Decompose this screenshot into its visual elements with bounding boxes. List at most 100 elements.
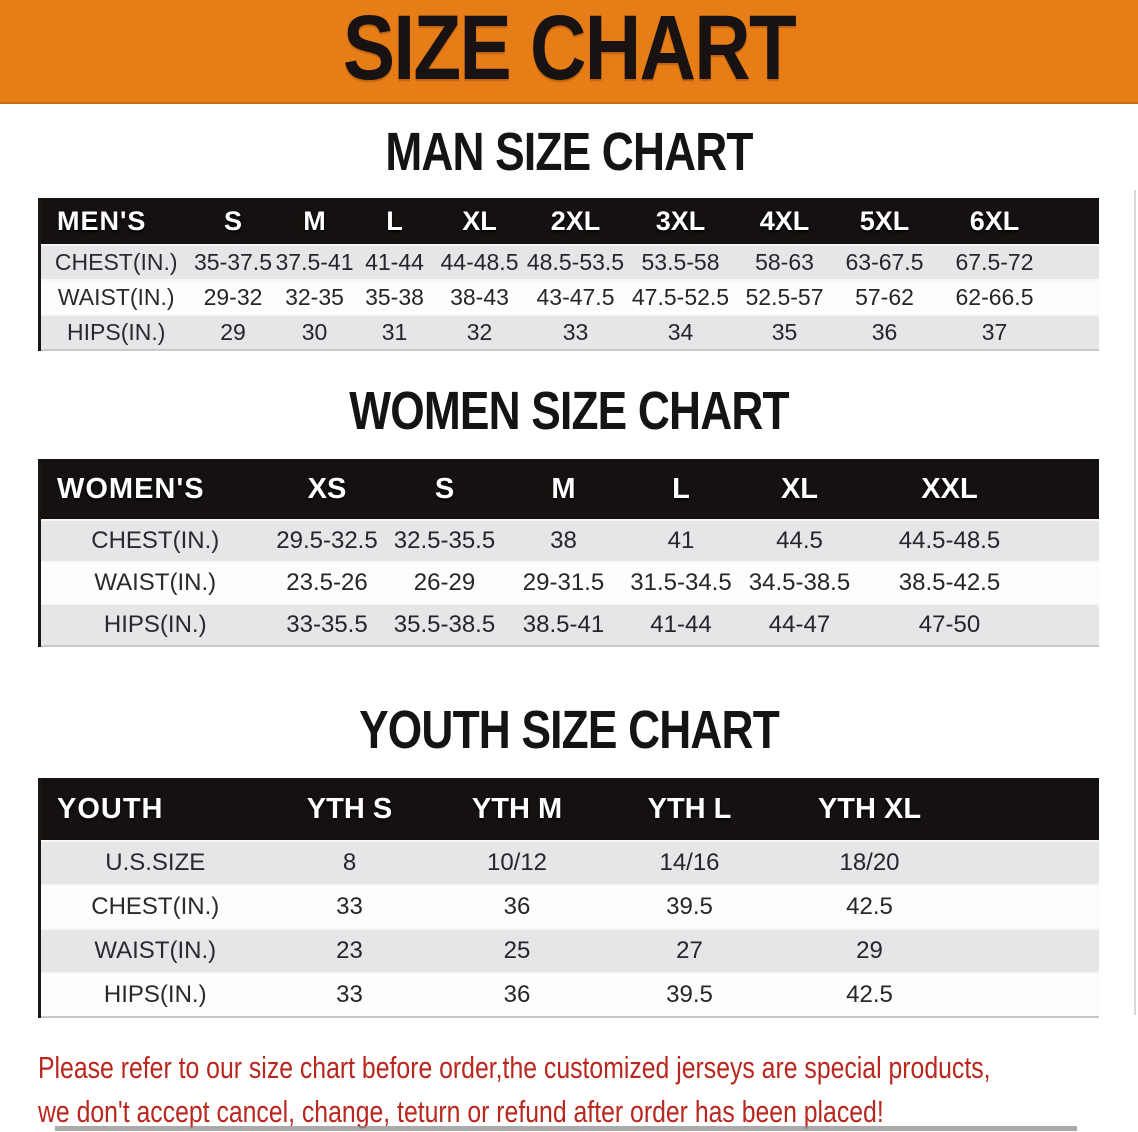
size-value-cell: 35.5-38.5	[384, 603, 505, 646]
row-spacer	[964, 972, 1099, 1017]
size-column-header: YTH S	[306, 792, 393, 825]
size-value-cell: 29	[191, 314, 275, 350]
size-value-cell: 38-43	[434, 279, 525, 315]
table-row: HIPS(IN.) 29 30 31 32 33 34 35 36 37	[39, 314, 1099, 350]
row-label: CHEST(IN.)	[39, 884, 270, 929]
size-value-cell: 31	[354, 314, 435, 350]
size-table: WOMEN'S XS S M L XL XXL CHEST(IN.) 29.5-32.5 32.5…	[38, 459, 1099, 647]
size-value-cell: 32	[434, 314, 525, 350]
size-value-cell: 33	[524, 314, 627, 350]
size-value-cell: 37.5-41	[274, 244, 355, 280]
size-value-cell: 57-62	[834, 279, 935, 315]
size-column-header: YTH XL	[817, 792, 922, 825]
row-spacer	[964, 928, 1099, 973]
row-label: WAIST(IN.)	[39, 561, 270, 604]
row-spacer	[1039, 519, 1099, 562]
size-value-cell: 29-32	[191, 279, 275, 315]
row-label: WAIST(IN.)	[39, 928, 270, 973]
size-column-header: M	[303, 205, 326, 236]
men-section-title: MAN SIZE CHART	[0, 124, 1138, 180]
size-value-cell: 14/16	[604, 840, 775, 885]
table-row: WAIST(IN.) 29-32 32-35 35-38 38-43 43-47.5 47.…	[39, 279, 1099, 315]
row-label: CHEST(IN.)	[39, 519, 270, 562]
size-value-cell: 35-38	[354, 279, 435, 315]
table-row: CHEST(IN.) 33 36 39.5 42.5	[39, 884, 1099, 929]
size-value-cell: 44-47	[739, 603, 860, 646]
notice-line-1: Please refer to our size chart before or…	[38, 1050, 991, 1085]
size-value-cell: 53.5-58	[626, 244, 735, 280]
size-value-cell: 37	[934, 314, 1055, 350]
women-size-table: WOMEN'S XS S M L XL XXL CHEST(IN.) 29.5-32.5 32.5…	[38, 459, 1099, 647]
size-value-cell: 23	[269, 928, 430, 973]
size-value-cell: 62-66.5	[934, 279, 1055, 315]
banner: SIZE CHART	[0, 0, 1138, 104]
size-column-header: YTH L	[647, 792, 732, 825]
men-size-table: MEN'S S M L XL 2XL 3XL 4XL 5XL 6XL CHEST(IN.) 35-37…	[38, 198, 1099, 351]
size-value-cell: 43-47.5	[524, 279, 627, 315]
size-column-header: L	[672, 472, 690, 505]
size-value-cell: 18/20	[774, 840, 965, 885]
row-spacer	[1039, 603, 1099, 646]
row-spacer	[964, 840, 1099, 885]
row-label: CHEST(IN.)	[39, 244, 192, 280]
size-value-cell: 36	[429, 972, 605, 1017]
size-value-cell: 39.5	[604, 884, 775, 929]
size-value-cell: 41	[622, 519, 740, 562]
size-value-cell: 44-48.5	[434, 244, 525, 280]
size-value-cell: 44.5	[739, 519, 860, 562]
youth-section-title: YOUTH SIZE CHART	[0, 702, 1138, 758]
youth-size-table: YOUTH YTH S YTH M YTH L YTH XL U.S.SIZE 8 10/12…	[38, 778, 1099, 1018]
banner-title: SIZE CHART	[342, 0, 797, 99]
size-value-cell: 63-67.5	[834, 244, 935, 280]
size-value-cell: 35-37.5	[191, 244, 275, 280]
youth-section-title-text: YOUTH SIZE CHART	[359, 700, 780, 760]
women-section-title: WOMEN SIZE CHART	[0, 383, 1138, 439]
row-spacer	[1054, 244, 1099, 280]
size-value-cell: 29-31.5	[504, 561, 623, 604]
size-column-header: 6XL	[969, 205, 1020, 236]
size-column-header: 2XL	[550, 205, 601, 236]
table-row: CHEST(IN.) 35-37.5 37.5-41 41-44 44-48.5 48.5…	[39, 244, 1099, 280]
size-value-cell: 44.5-48.5	[859, 519, 1040, 562]
size-value-cell: 47.5-52.5	[626, 279, 735, 315]
size-value-cell: 32-35	[274, 279, 355, 315]
size-value-cell: 36	[834, 314, 935, 350]
size-value-cell: 33	[269, 972, 430, 1017]
size-column-header: XS	[307, 472, 347, 505]
size-column-header: XXL	[921, 472, 978, 505]
bottom-strip	[55, 1126, 1077, 1131]
table-row: U.S.SIZE 8 10/12 14/16 18/20	[39, 840, 1099, 885]
row-spacer	[1039, 561, 1099, 604]
row-label: HIPS(IN.)	[39, 603, 270, 646]
size-value-cell: 42.5	[774, 884, 965, 929]
table-row: HIPS(IN.) 33 36 39.5 42.5	[39, 972, 1099, 1017]
size-value-cell: 29	[774, 928, 965, 973]
size-value-cell: 48.5-53.5	[524, 244, 627, 280]
size-value-cell: 42.5	[774, 972, 965, 1017]
table-header-label: WOMEN'S	[57, 472, 205, 505]
row-label: U.S.SIZE	[39, 840, 270, 885]
size-value-cell: 47-50	[859, 603, 1040, 646]
table-row: WAIST(IN.) 23.5-26 26-29 29-31.5 31.5-34.5 34…	[39, 561, 1099, 604]
size-value-cell: 29.5-32.5	[269, 519, 385, 562]
size-value-cell: 67.5-72	[934, 244, 1055, 280]
row-label: WAIST(IN.)	[39, 279, 192, 315]
size-column-header: L	[386, 205, 403, 236]
notice-line-2: we don't accept cancel, change, teturn o…	[38, 1094, 884, 1129]
size-table: YOUTH YTH S YTH M YTH L YTH XL U.S.SIZE 8 10/12…	[38, 778, 1099, 1018]
men-section-title-text: MAN SIZE CHART	[385, 122, 753, 182]
header-spacer	[965, 778, 1099, 841]
row-label: HIPS(IN.)	[39, 972, 270, 1017]
row-label: HIPS(IN.)	[39, 314, 192, 350]
size-column-header: 5XL	[859, 205, 910, 236]
footer-notice: Please refer to our size chart before or…	[38, 1046, 1138, 1132]
size-column-header: M	[551, 472, 576, 505]
size-column-header: 3XL	[655, 205, 706, 236]
row-spacer	[1054, 279, 1099, 315]
row-spacer	[964, 884, 1099, 929]
size-value-cell: 30	[274, 314, 355, 350]
size-column-header: YTH M	[471, 792, 563, 825]
size-value-cell: 38.5-42.5	[859, 561, 1040, 604]
size-value-cell: 41-44	[354, 244, 435, 280]
